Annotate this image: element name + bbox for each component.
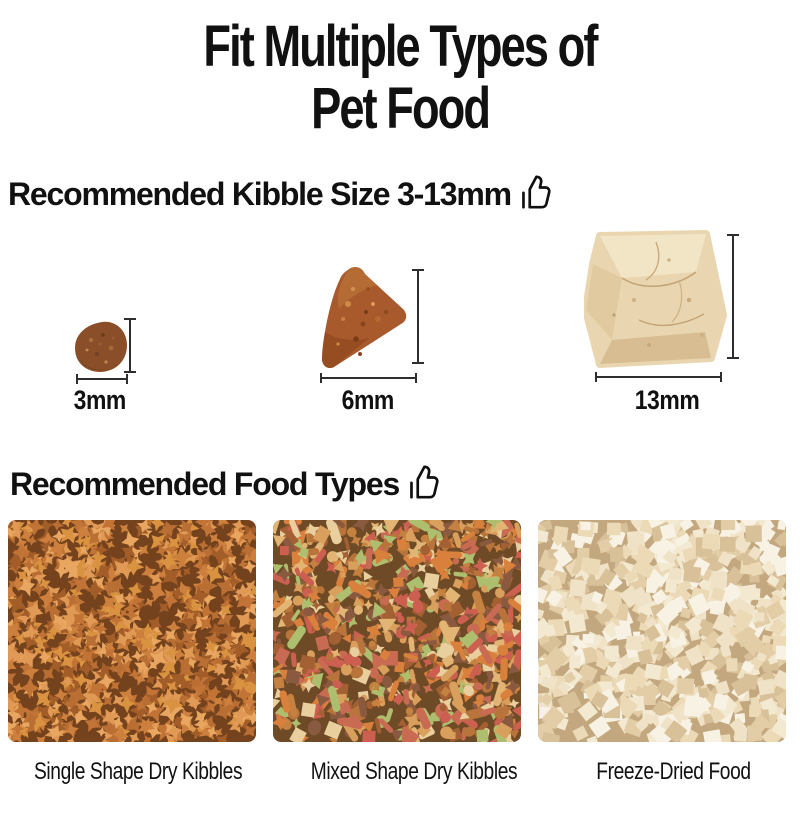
width-measure-line-3mm	[76, 374, 128, 384]
size-label-13mm: 13mm	[634, 385, 700, 415]
photo-mixed-shape-dry-kibbles	[273, 520, 521, 742]
caption-single-shape-dry-kibbles: Single Shape Dry Kibbles	[34, 758, 243, 785]
food-types-heading: Recommended Food Types	[0, 464, 800, 504]
kibble-size-heading: Recommended Kibble Size 3-13mm	[0, 174, 800, 214]
kibble-size-heading-text: Recommended Kibble Size 3-13mm	[8, 175, 512, 212]
freeze-dried-cube-13mm	[584, 230, 727, 368]
round-kibble-3mm	[75, 321, 127, 372]
triangle-kibble-6mm	[322, 266, 407, 369]
title-line-1: Fit Multiple Types of	[203, 14, 598, 79]
size-label-6mm: 6mm	[341, 385, 395, 415]
width-measure-line-6mm	[320, 373, 417, 383]
photo-single-shape-dry-kibbles	[8, 520, 256, 742]
food-type-captions: Single Shape Dry Kibbles Mixed Shape Dry…	[0, 757, 800, 787]
thumbs-up-icon	[410, 465, 439, 499]
width-measure-line-13mm	[595, 372, 722, 382]
photo-freeze-dried-food	[538, 520, 786, 742]
height-measure-line-13mm	[727, 234, 739, 359]
caption-freeze-dried-food: Freeze-Dried Food	[595, 758, 751, 785]
food-type-photos	[0, 520, 800, 742]
caption-mixed-shape-dry-kibbles: Mixed Shape Dry Kibbles	[310, 758, 518, 785]
product-infographic: Fit Multiple Types of Pet Food Recommend…	[0, 16, 800, 816]
title-line-2: Pet Food	[311, 76, 491, 141]
height-measure-line-6mm	[412, 269, 424, 364]
thumbs-up-icon	[521, 175, 551, 209]
food-types-heading-text: Recommended Food Types	[10, 465, 400, 502]
height-measure-line-3mm	[124, 318, 136, 373]
page-title: Fit Multiple Types of Pet Food	[0, 16, 800, 140]
kibble-size-diagram: 3mm 6mm	[0, 230, 800, 422]
size-label-3mm: 3mm	[73, 385, 127, 415]
